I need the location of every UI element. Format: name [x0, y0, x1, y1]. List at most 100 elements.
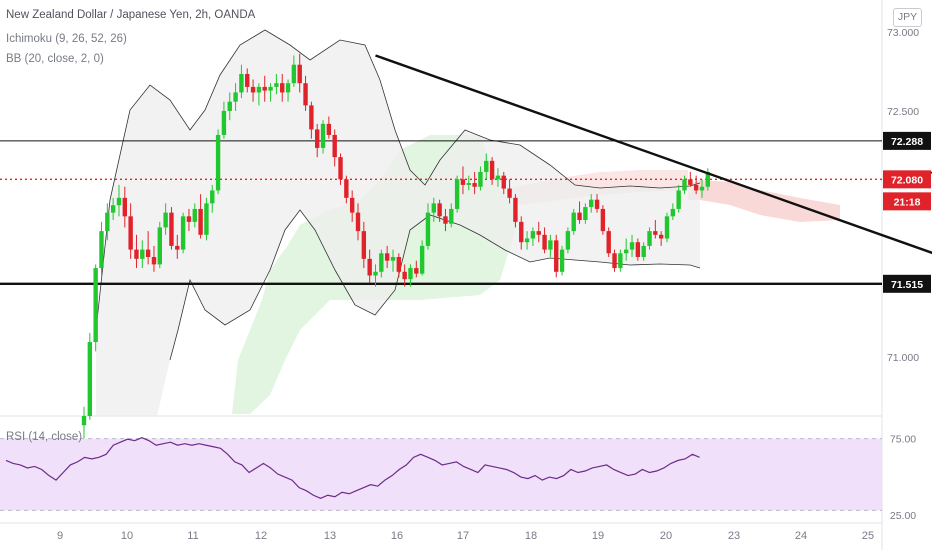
- candle: [291, 64, 297, 84]
- candle: [297, 64, 302, 84]
- candle: [390, 256, 396, 261]
- candle: [513, 197, 518, 222]
- candle: [175, 245, 180, 250]
- candle: [693, 184, 699, 191]
- candle: [449, 208, 454, 224]
- rsi-legend[interactable]: RSI (14, close): [6, 431, 83, 443]
- ichimoku-legend[interactable]: Ichimoku (9, 26, 52, 26): [6, 33, 127, 45]
- candle: [414, 268, 419, 274]
- candle: [367, 258, 372, 276]
- current-price-tag: 72.080: [891, 174, 923, 186]
- candle: [472, 183, 477, 187]
- candle: [676, 190, 681, 209]
- candle: [536, 231, 541, 235]
- candle: [618, 253, 623, 269]
- candle: [332, 134, 337, 158]
- candle: [151, 256, 157, 265]
- trendline: [375, 54, 932, 255]
- support-price-tag-bg: [883, 274, 931, 293]
- candle: [519, 221, 524, 243]
- time-axis-label: 18: [525, 530, 537, 542]
- cloud-red: [688, 180, 840, 222]
- candle: [87, 342, 93, 416]
- resistance-price-tag: 72.288: [891, 136, 923, 148]
- support-price-tag: 71.515: [891, 279, 923, 291]
- candle: [320, 123, 326, 148]
- candle: [653, 231, 658, 235]
- candle: [140, 249, 145, 259]
- candle: [495, 175, 501, 180]
- time-axis-label: 19: [592, 530, 604, 542]
- bollinger-bands: [95, 29, 701, 416]
- candle: [478, 171, 483, 187]
- candle: [454, 179, 460, 209]
- candle: [583, 207, 588, 221]
- candle: [361, 231, 367, 259]
- countdown-tag: 21:18: [894, 196, 921, 208]
- candle: [577, 212, 582, 221]
- candle: [402, 271, 407, 280]
- currency-badge[interactable]: JPY: [893, 8, 922, 27]
- candle: [116, 197, 122, 206]
- candle: [437, 203, 442, 217]
- candle: [664, 216, 670, 239]
- resistance-price-tag-bg: [883, 131, 931, 150]
- candle: [245, 73, 250, 87]
- candle: [280, 83, 285, 93]
- candle: [466, 183, 471, 185]
- candle: [501, 175, 506, 189]
- candle: [110, 205, 116, 213]
- time-axis[interactable]: 9 10 11 12 13 16 17 18 19 20 23 24 25: [57, 530, 874, 542]
- candle: [355, 212, 361, 232]
- candle: [554, 240, 559, 272]
- candle: [122, 197, 128, 217]
- candle: [606, 231, 611, 254]
- candle: [589, 199, 594, 208]
- candle: [484, 160, 489, 172]
- candle: [163, 212, 168, 228]
- candle: [612, 253, 617, 269]
- candle: [274, 83, 279, 87]
- price-tags: 72.288 71.515 72.080 21:18: [883, 131, 931, 293]
- candle: [623, 249, 629, 254]
- candle: [210, 190, 215, 204]
- candle: [192, 208, 197, 222]
- candle: [169, 212, 174, 246]
- bollinger-fill: [96, 30, 700, 416]
- candle: [384, 253, 390, 261]
- candle: [326, 123, 332, 135]
- bollinger-legend[interactable]: BB (20, close, 2, 0): [6, 53, 104, 65]
- candle: [338, 157, 343, 180]
- time-axis-label: 20: [660, 530, 672, 542]
- candle: [349, 197, 355, 213]
- time-axis-label: 11: [187, 530, 198, 542]
- candle: [233, 92, 238, 102]
- candle: [524, 238, 530, 243]
- candle: [688, 179, 693, 185]
- price-axis-label: 72.500: [887, 106, 919, 118]
- candle: [344, 179, 349, 198]
- time-axis-label: 24: [795, 530, 807, 542]
- candle: [425, 212, 431, 246]
- candle: [705, 171, 711, 187]
- candle: [303, 83, 308, 106]
- time-axis-label: 17: [457, 530, 469, 542]
- candle: [285, 83, 291, 93]
- candle: [256, 86, 262, 93]
- candle: [128, 216, 133, 250]
- time-axis-label: 9: [57, 530, 63, 542]
- bollinger-upper: [95, 29, 701, 331]
- current-price-tag-bg: [883, 170, 931, 189]
- price-axis[interactable]: 73.000 72.500 71.000 75.00 25.00: [887, 27, 919, 522]
- time-axis-label: 13: [324, 530, 336, 542]
- candle: [93, 268, 98, 343]
- trendline-layer[interactable]: [375, 54, 932, 319]
- candle: [134, 249, 139, 259]
- candle: [262, 86, 267, 91]
- candle: [641, 245, 646, 257]
- candle: [548, 240, 553, 250]
- candle: [268, 86, 273, 91]
- time-axis-label: 16: [391, 530, 403, 542]
- candle: [530, 231, 536, 239]
